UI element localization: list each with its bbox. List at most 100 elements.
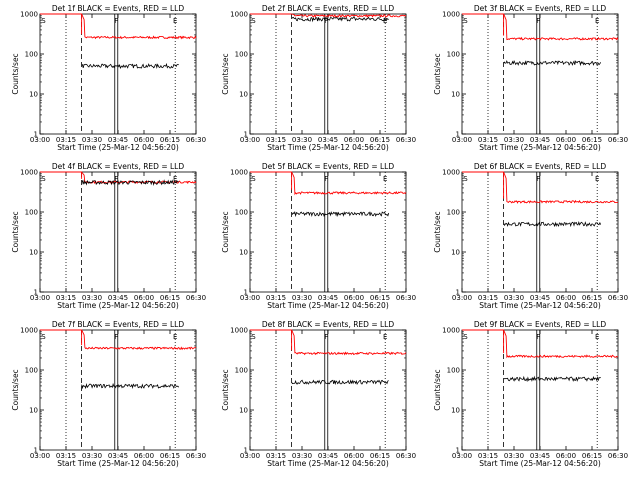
- panel-3: Det 3f BLACK = Events, RED = LLD 1 10 100 10…: [433, 4, 628, 152]
- panel-9: Det 9f BLACK = Events, RED = LLD 1 10 100 10…: [433, 320, 628, 468]
- panel-6: Det 6f BLACK = Events, RED = LLD 1 10 100 10…: [433, 162, 628, 310]
- series-lld-red: [81, 13, 197, 40]
- marker-s: S: [463, 17, 468, 25]
- series-lld-red: [81, 329, 197, 351]
- x-tick-label: 03:15: [56, 294, 76, 302]
- x-tick-label: 06:30: [186, 136, 206, 144]
- y-tick-label: 1: [34, 289, 38, 297]
- series-events-black: [81, 179, 179, 186]
- series-lld-red: [503, 329, 619, 359]
- x-tick-label: 03:00: [240, 136, 260, 144]
- series-lld-red: [503, 171, 619, 204]
- marker-e: E: [383, 333, 387, 341]
- x-tick-label: 03:00: [30, 136, 50, 144]
- x-tick-label: 06:00: [556, 294, 576, 302]
- x-tick-label: 03:45: [530, 294, 550, 302]
- marker-s: S: [463, 333, 468, 341]
- marker-s: S: [251, 175, 256, 183]
- panel-7: Det 7f BLACK = Events, RED = LLD 1 10 100 10…: [11, 320, 206, 468]
- marker-f: F: [324, 175, 328, 183]
- x-tick-label: 06:00: [344, 452, 364, 460]
- x-tick-label: 03:15: [478, 452, 498, 460]
- y-axis-label: Counts/sec: [221, 369, 230, 410]
- x-tick-label: 03:30: [82, 294, 102, 302]
- x-tick-label: 03:15: [266, 136, 286, 144]
- y-tick-label: 1: [244, 131, 248, 139]
- x-tick-label: 03:15: [266, 452, 286, 460]
- y-tick-label: 10: [451, 91, 460, 99]
- x-tick-label: 03:00: [452, 136, 472, 144]
- marker-f: F: [536, 333, 540, 341]
- x-tick-label: 03:15: [56, 136, 76, 144]
- series-lld-red-pre: [250, 329, 293, 351]
- y-tick-label: 10: [239, 91, 248, 99]
- x-tick-label: 06:15: [582, 136, 602, 144]
- marker-e: E: [173, 17, 177, 25]
- y-tick-label: 1: [244, 289, 248, 297]
- x-tick-label: 03:30: [82, 452, 102, 460]
- panel-title: Det 7f BLACK = Events, RED = LLD: [52, 320, 185, 329]
- series-lld-red: [291, 171, 407, 196]
- marker-e: E: [595, 333, 599, 341]
- x-tick-label: 06:30: [608, 294, 628, 302]
- y-tick-label: 1: [34, 447, 38, 455]
- y-tick-label: 10: [451, 407, 460, 415]
- series-lld-red-pre: [40, 329, 83, 346]
- x-tick-label: 06:15: [582, 294, 602, 302]
- x-tick-label: 03:30: [504, 294, 524, 302]
- x-tick-label: 06:30: [608, 136, 628, 144]
- x-tick-label: 03:00: [30, 452, 50, 460]
- x-tick-label: 06:30: [396, 136, 416, 144]
- marker-s: S: [41, 333, 46, 341]
- panel-title: Det 1f BLACK = Events, RED = LLD: [52, 4, 185, 13]
- panel-2: Det 2f BLACK = Events, RED = LLD 1 10 100 10…: [221, 4, 416, 152]
- x-tick-label: 03:30: [292, 136, 312, 144]
- x-tick-label: 03:45: [318, 294, 338, 302]
- marker-s: S: [251, 17, 256, 25]
- x-tick-label: 06:30: [186, 452, 206, 460]
- x-tick-label: 03:45: [108, 452, 128, 460]
- y-tick-label: 100: [235, 209, 248, 217]
- marker-f: F: [536, 175, 540, 183]
- panel-title: Det 9f BLACK = Events, RED = LLD: [474, 320, 607, 329]
- y-tick-label: 10: [29, 407, 38, 415]
- x-tick-label: 06:15: [582, 452, 602, 460]
- x-tick-label: 03:30: [82, 136, 102, 144]
- x-tick-label: 06:00: [134, 136, 154, 144]
- x-axis-label: Start Time (25-Mar-12 04:56:20): [479, 301, 601, 310]
- y-tick-label: 1000: [442, 169, 460, 177]
- y-tick-label: 1000: [230, 327, 248, 335]
- y-tick-label: 100: [25, 209, 38, 217]
- y-axis-label: Counts/sec: [11, 369, 20, 410]
- y-axis-label: Counts/sec: [433, 53, 442, 94]
- marker-e: E: [383, 17, 387, 25]
- series-lld-red-pre: [462, 171, 505, 199]
- marker-f: F: [536, 17, 540, 25]
- panel-title: Det 5f BLACK = Events, RED = LLD: [262, 162, 395, 171]
- x-tick-label: 06:00: [344, 136, 364, 144]
- y-tick-label: 100: [235, 367, 248, 375]
- series-lld-red: [291, 329, 407, 356]
- series-events-black: [503, 220, 602, 228]
- series-events-black: [503, 60, 602, 67]
- panel-title: Det 2f BLACK = Events, RED = LLD: [262, 4, 395, 13]
- x-tick-label: 03:45: [108, 136, 128, 144]
- y-tick-label: 1: [244, 447, 248, 455]
- marker-s: S: [463, 175, 468, 183]
- x-axis-label: Start Time (25-Mar-12 04:56:20): [267, 459, 389, 468]
- series-events-black: [291, 210, 390, 218]
- marker-s: S: [41, 175, 46, 183]
- x-tick-label: 06:30: [396, 452, 416, 460]
- y-tick-label: 1000: [20, 11, 38, 19]
- marker-e: E: [595, 17, 599, 25]
- y-tick-label: 10: [29, 91, 38, 99]
- series-events-black: [291, 379, 389, 386]
- x-tick-label: 06:00: [134, 452, 154, 460]
- marker-f: F: [324, 333, 328, 341]
- x-tick-label: 06:00: [134, 294, 154, 302]
- x-tick-label: 06:30: [396, 294, 416, 302]
- x-axis-label: Start Time (25-Mar-12 04:56:20): [267, 301, 389, 310]
- y-tick-label: 10: [239, 407, 248, 415]
- y-axis-label: Counts/sec: [11, 53, 20, 94]
